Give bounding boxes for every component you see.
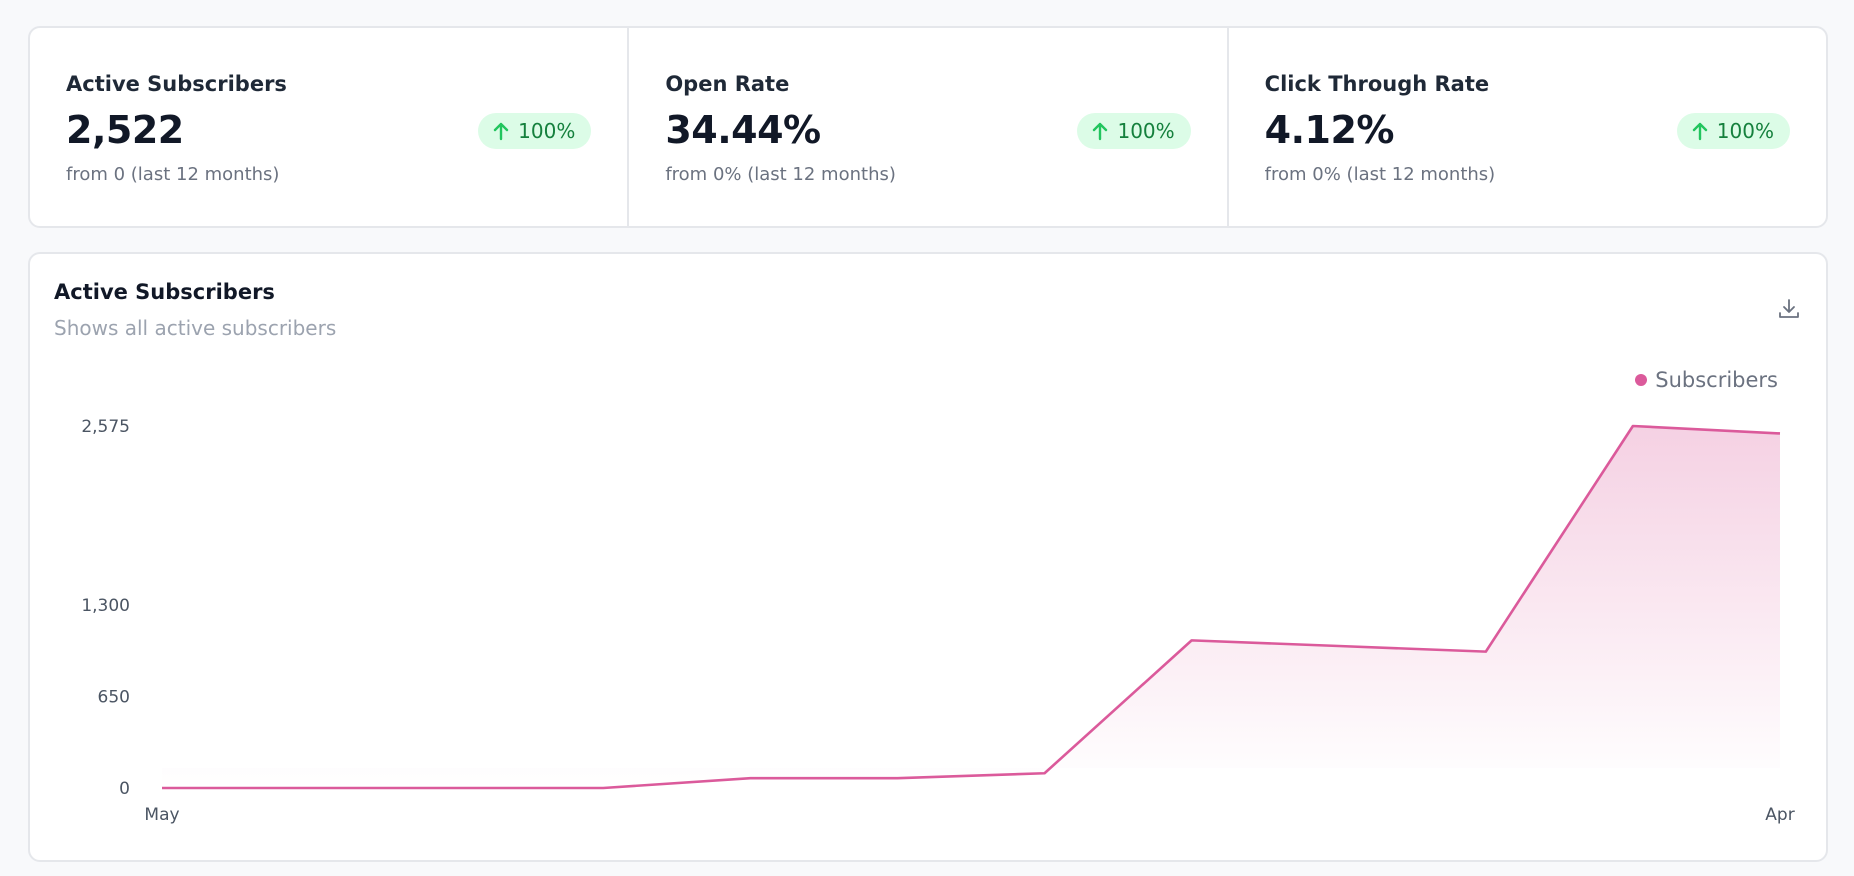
stat-value: 2,522 [66,108,184,152]
data-point[interactable] [600,785,606,791]
data-point[interactable] [1189,637,1195,643]
stat-value: 4.12% [1264,108,1395,152]
stat-subtext: from 0% (last 12 months) [1264,164,1496,185]
series-area [162,426,1780,788]
stat-active-subscribers: Active Subscribers 2,522 from 0 (last 12… [30,28,627,226]
x-tick-label: May [144,805,179,825]
y-tick-label: 0 [119,779,130,799]
arrow-up-icon [493,122,509,141]
stats-card: Active Subscribers 2,522 from 0 (last 12… [28,26,1828,228]
data-point[interactable] [306,785,312,791]
download-button[interactable] [1776,296,1802,322]
data-point[interactable] [1630,423,1636,429]
stat-label: Click Through Rate [1264,72,1490,96]
stat-label: Active Subscribers [66,72,287,96]
stat-click-through-rate: Click Through Rate 4.12% from 0% (last 1… [1226,28,1826,226]
stat-subtext: from 0% (last 12 months) [665,164,896,185]
change-badge: 100% [478,113,592,149]
stat-value: 34.44% [665,108,821,152]
arrow-up-icon [1692,122,1707,141]
stat-open-rate: Open Rate 34.44% from 0% (last 12 months… [627,28,1226,226]
change-badge: 100% [1676,113,1790,149]
subscribers-chart: 0 650 1,300 2,575 May Apr [81,417,1794,825]
data-point[interactable] [453,785,459,791]
download-icon [1779,299,1799,318]
arrow-up-icon [1093,122,1108,141]
change-badge: 100% [1077,113,1191,149]
chart-legend: Subscribers [1635,368,1778,392]
data-point[interactable] [747,775,753,781]
y-tick-label: 650 [98,688,130,708]
y-tick-label: 2,575 [81,417,130,437]
data-point[interactable] [1042,770,1048,776]
legend-label: Subscribers [1655,368,1778,392]
badge-label: 100% [1117,119,1175,143]
data-point[interactable] [1483,649,1489,655]
x-tick-label: Apr [1765,805,1794,825]
data-point[interactable] [1777,430,1783,436]
data-point[interactable] [159,785,165,791]
panel-title: Active Subscribers [54,280,275,304]
stat-subtext: from 0 (last 12 months) [66,164,280,185]
stat-label: Open Rate [665,72,790,96]
series-line [162,424,1781,790]
data-point[interactable] [894,775,900,781]
data-point[interactable] [1336,643,1342,649]
legend-dot [1635,374,1648,386]
badge-label: 100% [518,119,576,143]
chart-panel: Active Subscribers Shows all active subs… [28,252,1828,862]
panel-subtitle: Shows all active subscribers [54,316,337,340]
badge-label: 100% [1716,119,1774,143]
y-tick-label: 1,300 [81,596,130,616]
